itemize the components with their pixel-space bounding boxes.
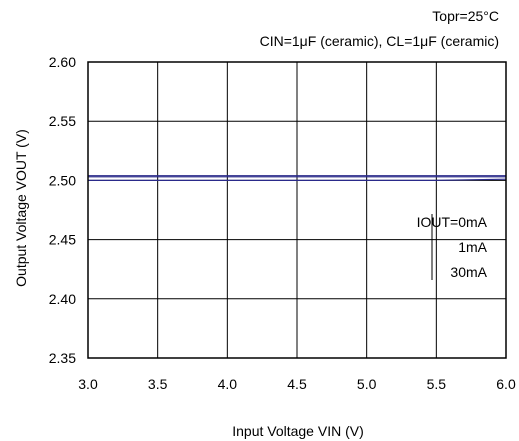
y-tick-label: 2.60 bbox=[49, 54, 76, 70]
x-tick-label: 3.5 bbox=[148, 376, 168, 392]
x-tick-label: 6.0 bbox=[496, 376, 516, 392]
y-tick-label: 2.50 bbox=[49, 172, 76, 188]
x-tick-label: 5.5 bbox=[427, 376, 447, 392]
legend-label-30ma: 30mA bbox=[450, 264, 487, 280]
x-axis-title: Input Voltage VIN (V) bbox=[232, 423, 364, 439]
condition-note-capacitors: CIN=1μF (ceramic), CL=1μF (ceramic) bbox=[260, 33, 499, 49]
y-tick-labels: 2.60 2.55 2.50 2.45 2.40 2.35 bbox=[49, 54, 76, 366]
x-tick-label: 4.5 bbox=[287, 376, 307, 392]
legend-label-1ma: 1mA bbox=[458, 239, 487, 255]
condition-note-temperature: Topr=25°C bbox=[432, 8, 499, 24]
x-tick-labels: 3.0 3.5 4.0 4.5 5.0 5.5 6.0 bbox=[78, 376, 516, 392]
grid bbox=[87, 61, 507, 359]
y-tick-label: 2.35 bbox=[49, 350, 76, 366]
x-tick-label: 3.0 bbox=[78, 376, 98, 392]
x-tick-label: 5.0 bbox=[357, 376, 377, 392]
series-group bbox=[88, 175, 507, 280]
y-tick-label: 2.40 bbox=[49, 291, 76, 307]
x-tick-label: 4.0 bbox=[218, 376, 238, 392]
y-tick-label: 2.55 bbox=[49, 113, 76, 129]
legend-label-0ma: IOUT=0mA bbox=[417, 214, 488, 230]
series-line-2 bbox=[88, 178, 507, 181]
y-axis-title: Output Voltage VOUT (V) bbox=[13, 129, 29, 287]
y-tick-label: 2.45 bbox=[49, 232, 76, 248]
plot-frame bbox=[87, 61, 507, 359]
